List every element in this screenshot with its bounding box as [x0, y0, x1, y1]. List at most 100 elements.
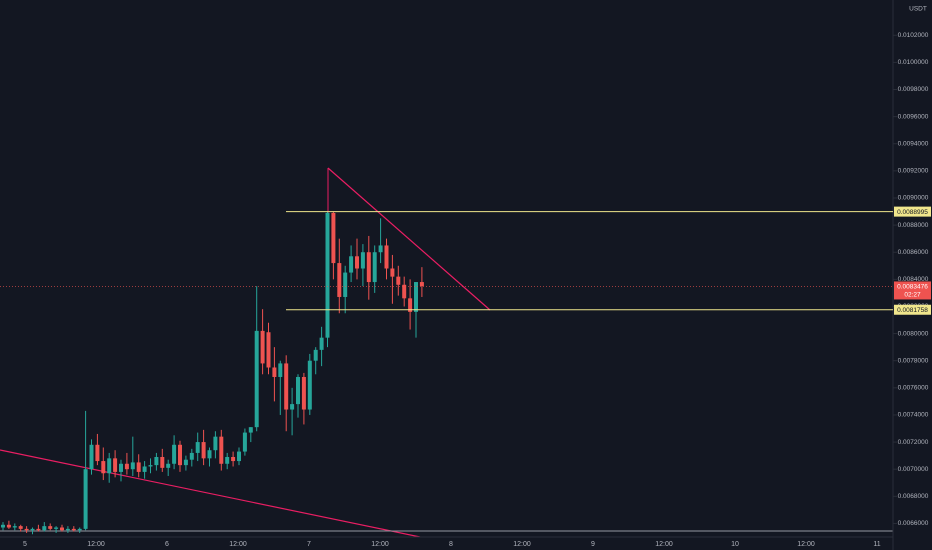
candle-body: [107, 458, 112, 474]
x-tick-label: 10: [731, 541, 739, 548]
candle-body: [36, 528, 41, 531]
candle-body: [219, 436, 224, 464]
y-tick-label: 0.0094000: [898, 140, 929, 147]
candle-body: [372, 252, 377, 283]
x-tick-label: 9: [591, 541, 595, 548]
candle-body: [130, 462, 135, 470]
candle-body: [101, 461, 106, 474]
y-tick-label: 0.0068000: [898, 493, 929, 500]
x-tick-label: 12:00: [513, 541, 531, 548]
level-label-box: [894, 304, 931, 315]
y-tick-label: 0.0092000: [898, 168, 929, 175]
candle-body: [183, 459, 188, 466]
y-tick-label: 0.0070000: [898, 466, 929, 473]
candle-body: [384, 245, 389, 269]
y-tick-label: 0.0098000: [898, 86, 929, 93]
candle-body: [313, 349, 318, 361]
y-tick-label: 0.0088000: [898, 222, 929, 229]
candle-body: [18, 526, 23, 529]
candle-body: [378, 245, 383, 253]
level-label: 0.0081758: [897, 307, 928, 314]
candle-body: [355, 256, 359, 269]
candle-body: [60, 527, 64, 531]
x-tick-label: 12:00: [87, 541, 105, 548]
candle-body: [360, 252, 365, 269]
countdown-label: 02:27: [904, 292, 921, 299]
candle-body: [178, 444, 182, 466]
candle-body: [331, 212, 336, 264]
candle-body: [172, 444, 177, 464]
y-tick-label: 0.0096000: [898, 113, 929, 120]
candle-body: [307, 360, 312, 410]
candle-body: [290, 404, 295, 410]
candle-body: [296, 376, 300, 405]
trend-line: [0, 449, 421, 537]
y-tick-label: 0.0076000: [898, 385, 929, 392]
candle-body: [337, 263, 342, 297]
y-tick-label: 0.0074000: [898, 412, 929, 419]
candle-body: [237, 451, 241, 462]
x-tick-label: 11: [873, 541, 880, 548]
candle-body: [225, 456, 230, 464]
y-tick-label: 0.0078000: [898, 357, 929, 364]
x-tick-label: 5: [23, 541, 27, 548]
candle-body: [408, 298, 413, 312]
candle-body: [166, 463, 171, 468]
candle-body: [89, 444, 94, 470]
candle-body: [160, 456, 165, 468]
candle-body: [207, 450, 212, 459]
candle-body: [42, 526, 47, 531]
y-tick-label: 0.0086000: [898, 249, 929, 256]
y-tick-label: 0.0100000: [898, 59, 929, 66]
candle-body: [266, 332, 271, 368]
level-label: 0.0088995: [897, 209, 928, 216]
x-tick-label: 12:00: [655, 541, 673, 548]
candle-body: [248, 427, 253, 433]
candle-body: [119, 463, 123, 472]
x-tick-label: 6: [165, 541, 169, 548]
y-tick-label: 0.0084000: [898, 276, 929, 283]
candle-body: [319, 337, 324, 350]
candle-body: [402, 284, 407, 299]
currency-label: USDT: [909, 6, 927, 13]
y-tick-label: 0.0066000: [898, 520, 929, 527]
candle-body: [260, 330, 265, 364]
candle-body: [278, 363, 283, 377]
x-tick-label: 7: [307, 541, 311, 548]
candle-body: [48, 526, 53, 529]
x-tick-label: 12:00: [371, 541, 389, 548]
candle-body: [254, 330, 259, 428]
candle-body: [419, 282, 424, 287]
last-price-label: 0.0083476: [897, 284, 928, 291]
candle-body: [325, 212, 330, 338]
candle-body: [213, 436, 218, 451]
level-label-box: [894, 206, 931, 217]
y-tick-label: 0.0080000: [898, 330, 929, 337]
candle-body: [343, 272, 348, 297]
candle-body: [54, 527, 59, 529]
candle-body: [154, 456, 159, 466]
candle-body: [24, 528, 29, 531]
candle-body: [272, 367, 277, 377]
candle-body: [30, 528, 35, 531]
candle-body: [95, 444, 100, 462]
candle-body: [83, 469, 88, 529]
x-tick-label: 12:00: [229, 541, 247, 548]
last-price-box: [894, 281, 931, 300]
candle-body: [284, 363, 289, 410]
x-tick-label: 8: [449, 541, 453, 548]
x-tick-label: 12:00: [797, 541, 815, 548]
candle-body: [301, 376, 306, 410]
candle-body: [396, 276, 401, 285]
candle-body: [136, 462, 141, 472]
candle-body: [124, 463, 129, 470]
candle-body: [242, 432, 247, 452]
candle-body: [71, 528, 76, 531]
candle-body: [195, 442, 200, 453]
candle-body: [349, 256, 354, 273]
candle-body: [142, 466, 147, 472]
plot-area: [0, 167, 893, 537]
y-tick-label: 0.0072000: [898, 439, 929, 446]
candle-body: [414, 282, 418, 312]
